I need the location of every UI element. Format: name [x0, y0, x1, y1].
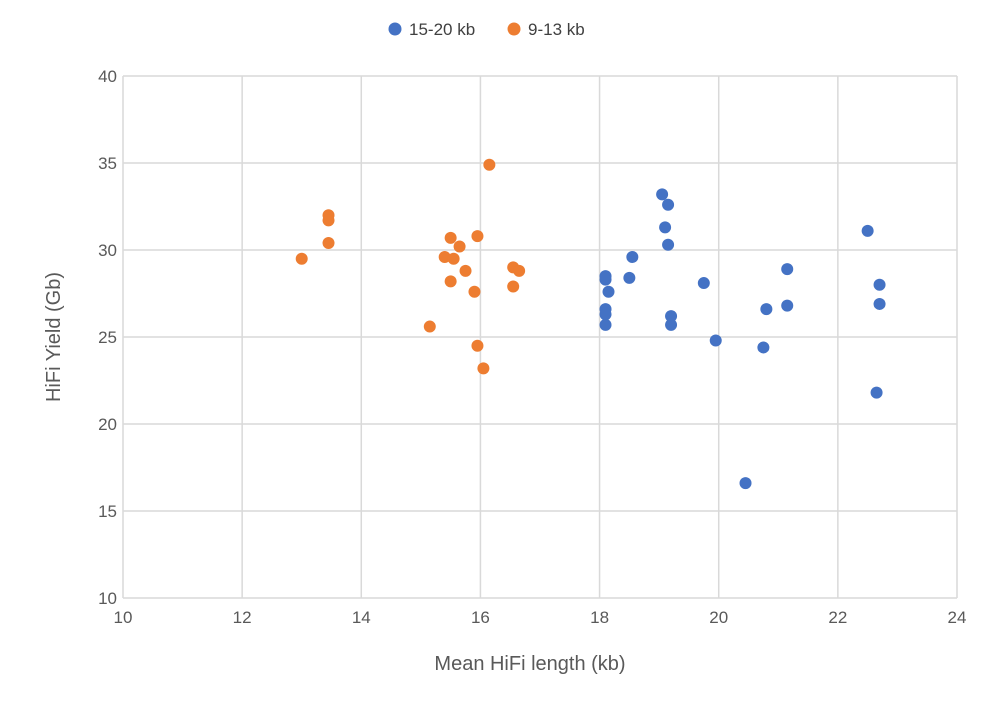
- point-9-13kb: [513, 264, 526, 277]
- legend-marker: [507, 22, 521, 36]
- point-15-20kb: [656, 188, 669, 201]
- y-tick-label: 35: [98, 154, 117, 173]
- legend-marker: [388, 22, 402, 36]
- point-15-20kb: [599, 273, 612, 286]
- point-15-20kb: [626, 250, 639, 263]
- y-tick-label: 40: [98, 67, 117, 86]
- point-9-13kb: [295, 252, 308, 265]
- point-9-13kb: [471, 230, 484, 243]
- legend: 15-20 kb 9-13 kb: [388, 20, 585, 39]
- point-9-13kb: [507, 280, 520, 293]
- y-tick-label: 20: [98, 415, 117, 434]
- point-9-13kb: [438, 250, 451, 263]
- point-9-13kb: [471, 339, 484, 352]
- point-15-20kb: [662, 198, 675, 211]
- x-tick-label: 22: [828, 608, 847, 627]
- x-tick-label: 20: [709, 608, 728, 627]
- point-9-13kb: [322, 237, 335, 250]
- point-9-13kb: [453, 240, 466, 253]
- point-15-20kb: [781, 299, 794, 312]
- point-15-20kb: [861, 224, 874, 237]
- point-9-13kb: [447, 252, 460, 265]
- grid: [122, 75, 958, 599]
- data-points: [295, 158, 886, 490]
- point-15-20kb: [697, 277, 710, 290]
- point-15-20kb: [599, 318, 612, 331]
- point-15-20kb: [665, 310, 678, 323]
- point-15-20kb: [665, 318, 678, 331]
- point-9-13kb: [483, 158, 496, 171]
- point-15-20kb: [739, 477, 752, 490]
- point-15-20kb: [873, 278, 886, 291]
- point-9-13kb: [444, 275, 457, 288]
- point-15-20kb: [659, 221, 672, 234]
- x-tick-label: 10: [114, 608, 133, 627]
- point-9-13kb: [322, 214, 335, 227]
- point-15-20kb: [662, 238, 675, 251]
- x-tick-label: 18: [590, 608, 609, 627]
- point-15-20kb: [873, 297, 886, 310]
- point-15-20kb: [599, 308, 612, 321]
- legend-label: 15-20 kb: [409, 20, 475, 39]
- x-tick-label: 14: [352, 608, 371, 627]
- point-9-13kb: [468, 285, 481, 298]
- point-15-20kb: [781, 263, 794, 276]
- x-tick-label: 12: [233, 608, 252, 627]
- point-15-20kb: [760, 303, 773, 316]
- point-9-13kb: [423, 320, 436, 333]
- point-9-13kb: [459, 264, 472, 277]
- point-9-13kb: [444, 231, 457, 244]
- point-15-20kb: [709, 334, 722, 347]
- y-tick-label: 15: [98, 502, 117, 521]
- point-9-13kb: [477, 362, 490, 375]
- legend-label: 9-13 kb: [528, 20, 585, 39]
- point-15-20kb: [623, 271, 636, 284]
- y-tick-label: 30: [98, 241, 117, 260]
- y-tick-label: 10: [98, 589, 117, 608]
- point-15-20kb: [757, 341, 770, 354]
- axes: 10 15 20 25 30 35 40 10 12 14 16 18 20 22 24: [98, 67, 966, 627]
- x-tick-label: 16: [471, 608, 490, 627]
- x-axis-title: Mean HiFi length (kb): [434, 653, 625, 675]
- y-tick-label: 25: [98, 328, 117, 347]
- point-15-20kb: [870, 386, 883, 399]
- point-15-20kb: [602, 285, 615, 298]
- x-tick-label: 24: [948, 608, 967, 627]
- y-axis-title: HiFi Yield (Gb): [43, 272, 65, 402]
